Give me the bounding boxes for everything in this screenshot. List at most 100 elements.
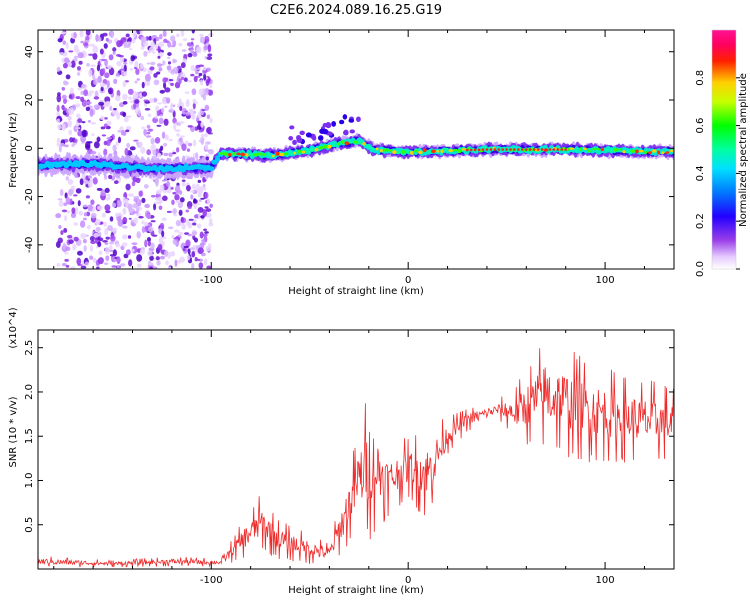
spectrogram-noise-speck xyxy=(156,124,162,127)
spectrogram-noise-speck xyxy=(88,90,95,94)
spectrogram-noise-speck xyxy=(181,181,186,187)
spectrogram-noise-speck xyxy=(162,77,168,84)
spectrogram-noise-speck xyxy=(184,110,189,113)
spectrogram-noise-speck xyxy=(200,133,206,137)
spectrogram-noise-speck xyxy=(56,137,61,144)
spectrogram-noise-speck xyxy=(122,225,128,229)
spectrogram-noise-speck xyxy=(171,234,175,239)
spectrogram-noise-speck xyxy=(204,231,209,234)
snr-ytick-label: 2.0 xyxy=(24,384,35,400)
spectrogram-noise-speck xyxy=(97,241,102,248)
spectrogram-noise-speck xyxy=(138,141,143,147)
spectrogram-noise-speck xyxy=(67,115,72,121)
spectrogram-noise-speck xyxy=(166,65,172,71)
spectrogram-frame xyxy=(37,29,675,270)
spectrogram-ridge-peak xyxy=(236,152,241,156)
spectrogram-branch xyxy=(322,123,328,128)
colorbar-tick-label: 0.2 xyxy=(695,213,706,229)
spectrogram-noise-speck xyxy=(85,30,91,36)
spectrogram-noise-speck xyxy=(98,36,102,42)
spectrogram-noise-speck xyxy=(122,93,128,101)
spectrogram-noise-speck xyxy=(209,84,213,88)
spectrogram-noise-speck xyxy=(160,145,164,151)
spectrogram-ridge-peak xyxy=(661,151,665,155)
spectrogram-noise-speck xyxy=(108,174,113,180)
spectrogram-noise-speck xyxy=(195,152,199,160)
spectrogram-noise-speck xyxy=(209,203,213,208)
spectrogram-noise-speck xyxy=(87,204,93,212)
spectrogram-noise-speck xyxy=(146,237,152,242)
snr-ytick-label: 1.5 xyxy=(24,428,35,444)
colorbar: 0.0 0.2 0.4 0.6 0.8 Normalized spectral ampl… xyxy=(695,29,749,277)
spectrogram-noise-speck xyxy=(94,90,99,98)
spectrogram-noise-speck xyxy=(146,131,151,135)
spectrogram-noise-speck xyxy=(99,115,105,120)
spectrogram-noise-speck xyxy=(112,249,117,257)
spectrogram-noise-speck xyxy=(135,68,140,76)
spectrogram-noise-speck xyxy=(184,91,190,95)
spectrogram-noise-speck xyxy=(125,44,131,49)
spectrogram-ridge-max xyxy=(528,148,532,151)
spectrogram-noise-speck xyxy=(149,255,154,261)
spectrogram-noise-speck xyxy=(97,257,104,265)
spectrogram-ridge-peak xyxy=(366,144,371,149)
spectrogram-noise-speck xyxy=(149,66,155,71)
spectrogram-noise-speck xyxy=(153,201,160,205)
spectrogram-noise-speck xyxy=(87,120,91,123)
spectrogram-noise-speck xyxy=(111,227,118,232)
spectrogram-noise-speck xyxy=(56,118,60,123)
spectrogram-noise-speck xyxy=(184,232,190,235)
spectrogram-noise-speck xyxy=(127,235,132,239)
spectrogram-ridge-max xyxy=(493,148,497,151)
spectrogram-noise-speck xyxy=(200,137,204,146)
spectrogram-ridge-layer xyxy=(38,114,674,181)
spectrogram-ridge-peak xyxy=(452,148,458,152)
spectrogram-noise-speck xyxy=(143,50,148,57)
spectrogram-noise-speck xyxy=(73,55,79,59)
spectrogram-noise-speck xyxy=(67,120,72,128)
spectrogram-ridge-peak xyxy=(622,150,626,154)
spectrogram-noise-speck xyxy=(98,101,105,106)
spectrogram-noise-speck xyxy=(115,54,122,57)
snr-xtick-label: 100 xyxy=(596,575,615,586)
spectrogram-noise-speck xyxy=(152,117,159,124)
spectrogram-noise-speck xyxy=(64,144,69,148)
spectrogram-noise-speck xyxy=(197,188,203,195)
spectrogram-noise-speck xyxy=(207,44,212,53)
spectrogram-ridge-peak xyxy=(219,152,224,156)
spectrogram-noise-speck xyxy=(168,138,173,142)
spectrogram-noise-speck xyxy=(71,143,75,147)
spectrogram-noise-speck xyxy=(80,96,85,103)
spectrogram-noise-speck xyxy=(177,201,184,209)
spectrogram-panel: -40 -20 0 20 40 -100 0 100 Height of straight … xyxy=(8,29,675,297)
spectrogram-noise-speck xyxy=(63,80,69,86)
spectrogram-noise-speck xyxy=(192,98,197,103)
spectrogram-noise-speck xyxy=(119,56,125,63)
spectrogram-noise-speck xyxy=(57,124,62,130)
spectrogram-noise-speck xyxy=(85,195,90,199)
spectrogram-ridge-peak xyxy=(648,151,652,154)
spectrogram-noise-speck xyxy=(141,91,148,97)
spectrogram-ridge-peak xyxy=(314,148,319,152)
spectrogram-xtick-label: 100 xyxy=(596,275,615,286)
spectrogram-noise-speck xyxy=(57,198,63,201)
spectrogram-xtick-label: -100 xyxy=(200,275,223,286)
spectrogram-xtick-label: 0 xyxy=(405,275,411,286)
spectrogram-ridge-peak xyxy=(232,152,237,156)
spectrogram-noise-speck xyxy=(116,199,122,208)
spectrogram-noise-speck xyxy=(106,120,112,126)
spectrogram-ridge-peak xyxy=(574,148,578,152)
spectrogram-noise-speck xyxy=(153,79,160,86)
spectrogram-noise-speck xyxy=(61,263,67,267)
spectrogram-ridge-peak xyxy=(604,148,609,152)
spectrogram-noise-speck xyxy=(70,212,77,219)
spectrogram-noise-speck xyxy=(85,101,92,105)
spectrogram-noise-speck xyxy=(191,183,197,190)
spectrogram-noise-speck xyxy=(159,89,166,94)
spectrogram-branch xyxy=(356,116,361,122)
spectrogram-noise-speck xyxy=(74,103,81,108)
spectrogram-noise-speck xyxy=(68,94,73,99)
spectrogram-noise-speck xyxy=(89,245,94,252)
spectrogram-noise-speck xyxy=(80,40,85,44)
spectrogram-noise-speck xyxy=(144,203,151,209)
